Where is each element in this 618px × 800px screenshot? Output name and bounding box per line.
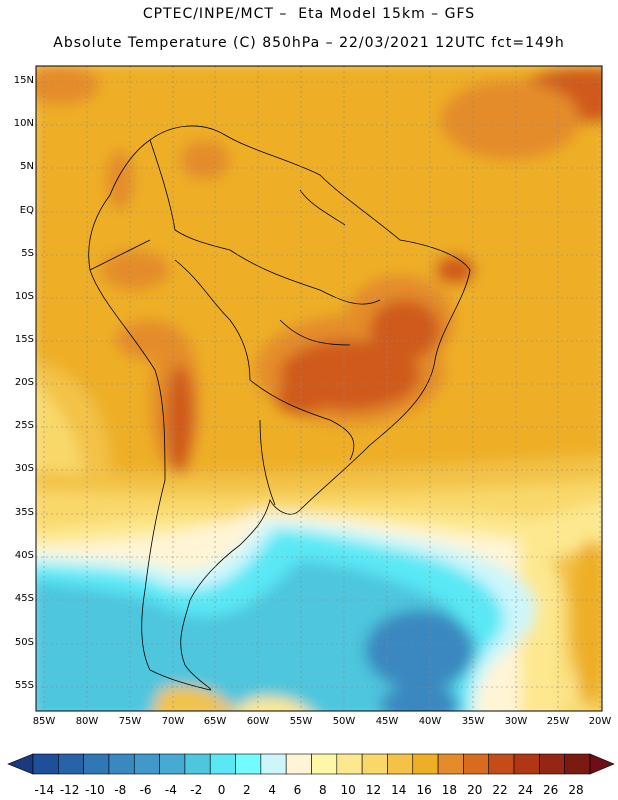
- colorbar-label: 10: [340, 783, 356, 797]
- longitude-label: 80W: [75, 716, 99, 727]
- colorbar-swatch: [336, 753, 363, 775]
- longitude-label: 75W: [118, 716, 142, 727]
- colorbar-label: 16: [416, 783, 432, 797]
- latitude-label: 40S: [14, 550, 34, 561]
- colorbar-swatch: [235, 753, 262, 775]
- colorbar-label: -2: [190, 783, 203, 797]
- latitude-label: 15N: [13, 75, 34, 86]
- latitude-label: 20S: [14, 377, 34, 388]
- colorbar-swatch: [463, 753, 490, 775]
- latitude-label: 55S: [14, 680, 34, 691]
- colorbar-label: 28: [568, 783, 584, 797]
- colorbar-swatch: [488, 753, 515, 775]
- latitude-label: 5S: [21, 248, 34, 259]
- latitude-label: 15S: [14, 334, 34, 345]
- colorbar-swatch: [387, 753, 414, 775]
- longitude-label: 55W: [289, 716, 313, 727]
- colorbar-swatch: [58, 753, 84, 775]
- latitude-label: 10S: [14, 291, 34, 302]
- longitude-label: 85W: [32, 716, 56, 727]
- map-frame: [35, 65, 603, 712]
- colorbar-label: -10: [85, 783, 105, 797]
- colorbar-swatch: [311, 753, 338, 775]
- colorbar-swatch: [513, 753, 540, 775]
- colorbar-swatch: [83, 753, 110, 775]
- map-grid: [36, 66, 602, 711]
- longitude-label: 65W: [203, 716, 227, 727]
- colorbar-label: 26: [543, 783, 559, 797]
- colorbar-label: 18: [441, 783, 458, 797]
- colorbar-swatch: [412, 753, 439, 775]
- colorbar-label: 8: [318, 783, 327, 797]
- colorbar-label: 6: [293, 783, 302, 797]
- longitude-label: 25W: [546, 716, 570, 727]
- latitude-label: 5N: [20, 161, 34, 172]
- colorbar-swatch: [437, 753, 464, 775]
- longitude-label: 45W: [375, 716, 399, 727]
- colorbar-swatch: [260, 753, 287, 775]
- colorbar-swatch: [361, 753, 388, 775]
- colorbar-label: 4: [268, 783, 276, 797]
- longitude-label: 60W: [246, 716, 270, 727]
- colorbar-swatch: [539, 753, 565, 775]
- colorbar-swatch: [564, 753, 591, 775]
- colorbar-label: 24: [517, 783, 533, 797]
- colorbar-label: 2: [243, 783, 251, 797]
- colorbar-label: -4: [164, 783, 177, 797]
- latitude-label: 10N: [13, 118, 34, 129]
- colorbar-swatch: [159, 753, 186, 775]
- latitude-label: 50S: [14, 637, 34, 648]
- colorbar-label: 14: [391, 783, 407, 797]
- longitude-label: 50W: [332, 716, 356, 727]
- latitude-label: 45S: [14, 593, 34, 604]
- longitude-label: 40W: [418, 716, 442, 727]
- colorbar-swatch: [285, 753, 312, 775]
- latitude-label: EQ: [19, 205, 34, 216]
- colorbar-over-arrow: [589, 753, 615, 775]
- colorbar-under-arrow: [7, 753, 34, 775]
- colorbar: [7, 753, 615, 775]
- coastline-borders: [88, 125, 471, 691]
- temperature-field: [36, 66, 602, 711]
- colorbar-label: 20: [467, 783, 483, 797]
- latitude-label: 35S: [14, 507, 34, 518]
- colorbar-swatch: [108, 753, 135, 775]
- latitude-label: 30S: [14, 463, 34, 474]
- colorbar-swatch: [209, 753, 236, 775]
- colorbar-label: -6: [139, 783, 152, 797]
- colorbar-label: -14: [34, 783, 55, 797]
- colorbar-label: 12: [365, 783, 382, 797]
- colorbar-swatch: [133, 753, 160, 775]
- colorbar-label: 0: [217, 783, 226, 797]
- longitude-label: 70W: [161, 716, 185, 727]
- longitude-label: 30W: [504, 716, 528, 727]
- latitude-label: 25S: [14, 420, 34, 431]
- map-title: CPTEC/INPE/MCT – Eta Model 15km – GFS: [142, 6, 476, 22]
- colorbar-label: 22: [492, 783, 508, 797]
- colorbar-label: -8: [114, 783, 127, 797]
- map-subtitle: Absolute Temperature (C) 850hPa – 22/03/…: [53, 35, 565, 51]
- longitude-label: 35W: [461, 716, 485, 727]
- colorbar-swatch: [184, 753, 211, 775]
- longitude-label: 20W: [588, 716, 612, 727]
- colorbar-swatch: [32, 753, 59, 775]
- colorbar-label: -12: [59, 783, 80, 797]
